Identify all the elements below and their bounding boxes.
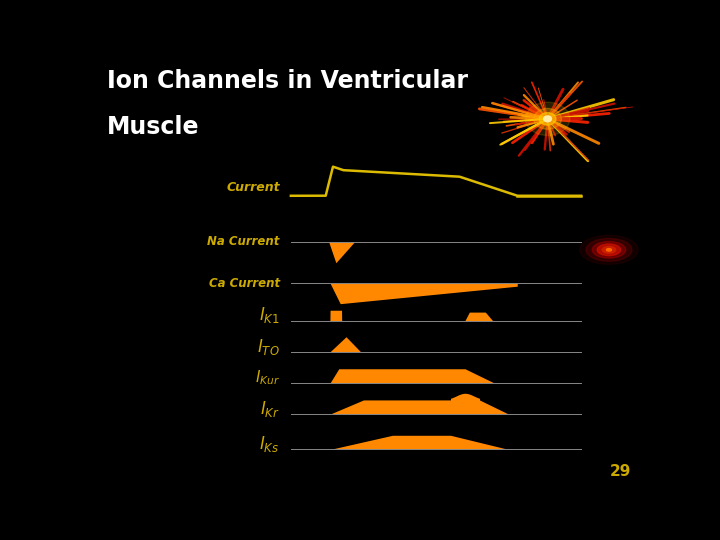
Text: Muscle: Muscle [107,114,199,139]
Circle shape [539,113,556,125]
Circle shape [525,102,570,136]
Text: Na Current: Na Current [207,235,279,248]
Text: $I_{K1}$: $I_{K1}$ [258,305,279,325]
Text: $I_{TO}$: $I_{TO}$ [257,337,279,357]
Circle shape [544,116,552,122]
Text: $I_{Ks}$: $I_{Ks}$ [259,434,279,455]
Text: Ca Current: Ca Current [209,276,279,289]
Text: Current: Current [226,181,279,194]
Ellipse shape [586,238,632,261]
Circle shape [534,109,562,129]
Ellipse shape [580,235,638,265]
Text: $I_{Kr}$: $I_{Kr}$ [260,399,279,419]
Text: $I_{Kur}$: $I_{Kur}$ [255,368,279,387]
Text: Ion Channels in Ventricular: Ion Channels in Ventricular [107,69,468,93]
Ellipse shape [593,241,626,258]
Ellipse shape [606,248,611,251]
Ellipse shape [597,244,621,255]
Text: 29: 29 [610,463,631,478]
Ellipse shape [602,246,616,253]
